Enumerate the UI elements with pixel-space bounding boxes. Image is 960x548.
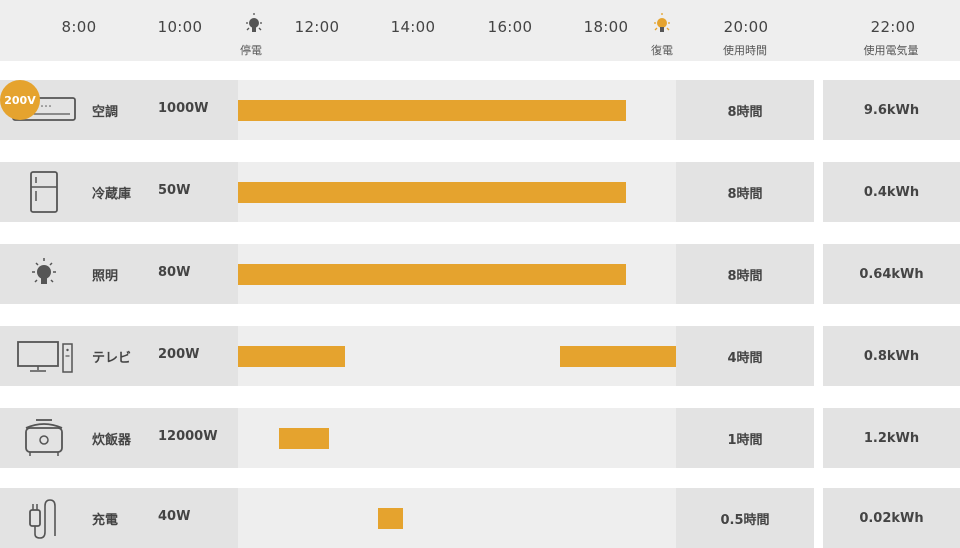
appliance-cell: 照明 80W	[0, 244, 238, 304]
appliance-watt: 12000W	[158, 429, 218, 444]
usage-hours: 0.5時間	[676, 488, 814, 548]
time-label-20: 20:00	[723, 18, 769, 36]
usage-bar	[238, 182, 627, 203]
appliance-cell: 200V 空調 1000W	[0, 80, 238, 140]
usage-hours: 4時間	[676, 326, 814, 386]
timeline-track	[238, 162, 676, 222]
appliance-cell: 炊飯器 12000W	[0, 408, 238, 468]
appliance-row-charger: 充電 40W 0.5時間 0.02kWh	[0, 488, 960, 548]
appliance-row-television: テレビ 200W 4時間 0.8kWh	[0, 326, 960, 386]
rice-cooker-icon	[25, 419, 63, 456]
time-label-22: 22:00	[870, 18, 916, 36]
power-restore-bulb-icon	[654, 13, 670, 32]
appliance-name: 充電	[92, 513, 119, 528]
outage-label: 停電	[240, 44, 262, 57]
timeline-header: 8:00 10:00 12:00 14:00 16:00 18:00 20:00…	[0, 0, 960, 61]
usage-energy: 0.64kWh	[823, 244, 960, 304]
usage-energy: 1.2kWh	[823, 408, 960, 468]
usage-time-header: 使用時間	[723, 44, 767, 57]
time-label-18: 18:00	[583, 18, 629, 36]
appliance-cell: テレビ 200W	[0, 326, 238, 386]
television-icon	[17, 341, 73, 373]
time-label-12: 12:00	[294, 18, 340, 36]
usage-energy-header: 使用電気量	[863, 44, 919, 57]
appliance-watt: 50W	[158, 183, 191, 198]
restore-label: 復電	[651, 44, 673, 57]
appliance-watt: 200W	[158, 347, 200, 362]
timeline-track	[238, 408, 676, 468]
refrigerator-icon	[30, 171, 58, 213]
usage-bar	[560, 346, 676, 367]
appliance-name: 空調	[92, 105, 119, 120]
usage-hours: 8時間	[676, 162, 814, 222]
usage-bar	[279, 428, 329, 449]
usage-energy: 0.02kWh	[823, 488, 960, 548]
appliance-row-lighting: 照明 80W 8時間 0.64kWh	[0, 244, 960, 304]
appliance-name: 冷蔵庫	[92, 187, 132, 202]
usage-hours: 8時間	[676, 244, 814, 304]
timeline-track	[238, 244, 676, 304]
time-label-8: 8:00	[61, 18, 97, 36]
appliance-cell: 冷蔵庫 50W	[0, 162, 238, 222]
appliance-name: テレビ	[92, 351, 132, 366]
usage-energy: 9.6kWh	[823, 80, 960, 140]
charger-plug-icon	[29, 499, 56, 539]
usage-energy: 0.8kWh	[823, 326, 960, 386]
timeline-track	[238, 80, 676, 140]
timeline-track	[238, 326, 676, 386]
voltage-badge: 200V	[0, 80, 40, 120]
usage-bar	[238, 346, 346, 367]
appliance-watt: 40W	[158, 509, 191, 524]
usage-bar	[238, 100, 627, 121]
appliance-name: 照明	[92, 269, 119, 284]
appliance-row-refrigerator: 冷蔵庫 50W 8時間 0.4kWh	[0, 162, 960, 222]
time-label-14: 14:00	[390, 18, 436, 36]
timeline-track	[238, 488, 676, 548]
time-label-16: 16:00	[487, 18, 533, 36]
appliance-cell: 充電 40W	[0, 488, 238, 548]
appliance-row-rice-cooker: 炊飯器 12000W 1時間 1.2kWh	[0, 408, 960, 468]
usage-bar	[378, 508, 404, 529]
power-outage-bulb-icon	[246, 13, 262, 32]
usage-hours: 8時間	[676, 80, 814, 140]
appliance-name: 炊飯器	[92, 433, 132, 448]
time-label-10: 10:00	[157, 18, 203, 36]
appliance-watt: 1000W	[158, 101, 209, 116]
appliance-row-air-conditioner: 200V 空調 1000W 8時間 9.6kWh	[0, 80, 960, 140]
usage-energy: 0.4kWh	[823, 162, 960, 222]
usage-bar	[238, 264, 627, 285]
usage-hours: 1時間	[676, 408, 814, 468]
appliance-watt: 80W	[158, 265, 191, 280]
light-bulb-icon	[32, 258, 56, 284]
